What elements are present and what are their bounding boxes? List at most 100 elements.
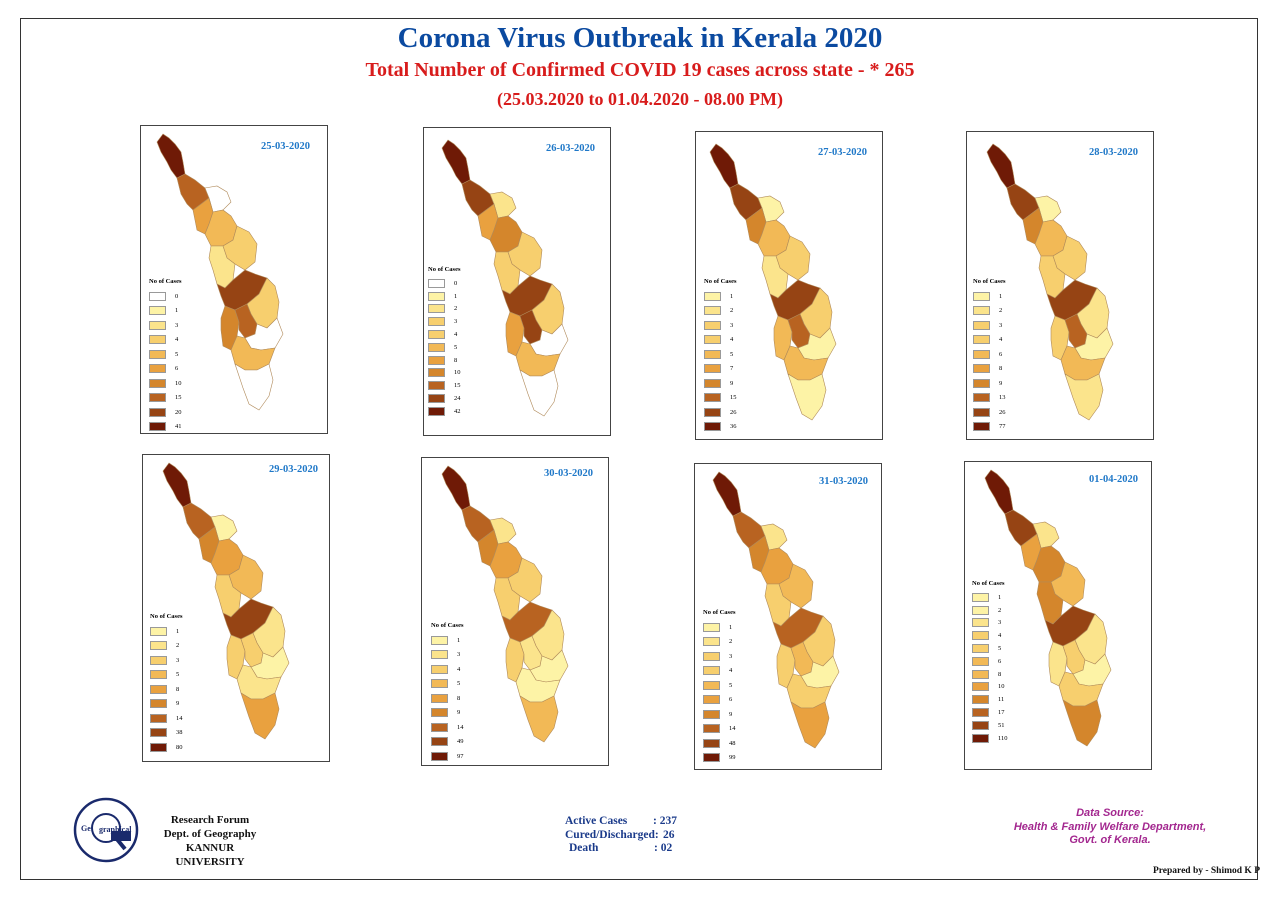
- kerala-map: [156, 133, 284, 411]
- date-range: (25.03.2020 to 01.04.2020 - 08.00 PM): [497, 89, 783, 109]
- legend-item: 49: [431, 735, 464, 750]
- district-thiruvananthapuram: [240, 692, 280, 740]
- legend-title: No of Cases: [431, 622, 464, 629]
- legend-value: 3: [454, 318, 458, 326]
- legend-swatch: [149, 320, 166, 330]
- map-legend: No of Cases 1 2 3 4 5 7 9 15 26 36: [704, 278, 737, 434]
- legend-swatch: [973, 378, 990, 388]
- legend-swatch: [704, 306, 721, 316]
- legend-value: 41: [175, 423, 182, 431]
- legend-value: 38: [176, 729, 183, 737]
- source-heading: Data Source:: [1076, 807, 1144, 819]
- legend-swatch: [704, 407, 721, 417]
- district-kasaragod: [441, 465, 471, 511]
- district-kasaragod: [986, 143, 1016, 189]
- legend-item: 0: [149, 289, 182, 304]
- legend-swatch: [150, 713, 167, 723]
- district-kasaragod: [441, 139, 471, 185]
- legend-item: 15: [149, 391, 182, 406]
- legend-value: 8: [176, 685, 180, 693]
- legend-item: 8: [972, 668, 1008, 681]
- kerala-map: [162, 462, 290, 740]
- page-subtitle: Total Number of Confirmed COVID 19 cases…: [365, 59, 915, 81]
- legend-item: 1: [973, 289, 1006, 304]
- legend-swatch: [972, 631, 989, 641]
- legend-item: 2: [704, 304, 737, 319]
- legend-value: 14: [729, 725, 736, 733]
- legend-swatch: [704, 320, 721, 330]
- legend-title: No of Cases: [704, 278, 737, 285]
- map-panel-28-03-2020: 28-03-2020 No of Cases 1 2 3 4 6 8 9 13 26 77: [966, 131, 1154, 440]
- district-thiruvananthapuram: [1062, 699, 1102, 747]
- district-thiruvananthapuram: [519, 369, 559, 417]
- legend-value: 5: [175, 350, 179, 358]
- geographical-logo: Ge graphical: [73, 797, 139, 863]
- map-panel-27-03-2020: 27-03-2020 No of Cases 1 2 3 4 5 7 9 15 26 36: [695, 131, 883, 440]
- legend-swatch: [428, 304, 445, 314]
- legend-item: 42: [428, 405, 461, 418]
- legend-item: 5: [431, 677, 464, 692]
- legend-item: 3: [431, 648, 464, 663]
- legend-item: 5: [150, 668, 183, 683]
- legend-item: 15: [704, 391, 737, 406]
- legend-swatch: [150, 699, 167, 709]
- legend-value: 4: [175, 336, 179, 344]
- district-thiruvananthapuram: [519, 695, 559, 743]
- active-cases-label: Active Cases: [565, 815, 628, 827]
- map-legend: No of Cases 1 2 3 4 6 8 9 13 26 77: [973, 278, 1006, 434]
- legend-value: 5: [729, 681, 733, 689]
- map-legend: No of Cases 1 2 3 5 8 9 14 38 80: [150, 613, 183, 755]
- map-legend: No of Cases 0 1 2 3 4 5 8 10 15 24 42: [428, 266, 461, 418]
- legend-swatch: [428, 278, 445, 288]
- legend-value: 10: [454, 369, 461, 377]
- map-date-label: 01-04-2020: [1089, 474, 1138, 485]
- legend-item: 7: [704, 362, 737, 377]
- legend-swatch: [431, 650, 448, 660]
- legend-value: 9: [176, 700, 180, 708]
- legend-item: 9: [431, 706, 464, 721]
- legend-value: 6: [998, 657, 1002, 665]
- legend-swatch: [431, 708, 448, 718]
- legend-value: 5: [998, 645, 1002, 653]
- legend-swatch: [704, 422, 721, 432]
- forum-line-1: Research Forum: [170, 814, 250, 826]
- kerala-map: [709, 143, 837, 421]
- legend-swatch: [972, 656, 989, 666]
- legend-item: 5: [704, 347, 737, 362]
- legend-swatch: [703, 637, 720, 647]
- legend-value: 6: [175, 365, 179, 373]
- district-thiruvananthapuram: [1064, 373, 1104, 421]
- legend-item: 8: [973, 362, 1006, 377]
- legend-item: 80: [150, 740, 183, 755]
- legend-value: 77: [999, 423, 1006, 431]
- legend-item: 2: [428, 303, 461, 316]
- legend-item: 5: [703, 678, 736, 693]
- legend-swatch: [972, 708, 989, 718]
- map-legend: No of Cases 0 1 3 4 5 6 10 15 20 41: [149, 278, 182, 434]
- legend-item: 1: [428, 290, 461, 303]
- legend-swatch: [150, 728, 167, 738]
- legend-item: 51: [972, 719, 1008, 732]
- legend-value: 2: [730, 307, 734, 315]
- legend-item: 99: [703, 751, 736, 766]
- legend-swatch: [431, 722, 448, 732]
- legend-value: 3: [729, 652, 733, 660]
- data-source: Data Source: Health & Family Welfare Dep…: [990, 807, 1230, 848]
- legend-item: 3: [149, 318, 182, 333]
- legend-value: 8: [998, 670, 1002, 678]
- district-kasaragod: [156, 133, 186, 179]
- legend-value: 4: [729, 667, 733, 675]
- legend-item: 4: [704, 333, 737, 348]
- legend-value: 4: [998, 632, 1002, 640]
- legend-value: 9: [730, 379, 734, 387]
- map-date-label: 25-03-2020: [261, 141, 310, 152]
- legend-swatch: [431, 751, 448, 761]
- legend-swatch: [703, 666, 720, 676]
- legend-value: 5: [730, 350, 734, 358]
- legend-swatch: [973, 422, 990, 432]
- legend-item: 3: [972, 617, 1008, 630]
- legend-swatch: [973, 320, 990, 330]
- legend-item: 1: [704, 289, 737, 304]
- legend-value: 15: [454, 382, 461, 390]
- legend-swatch: [704, 364, 721, 374]
